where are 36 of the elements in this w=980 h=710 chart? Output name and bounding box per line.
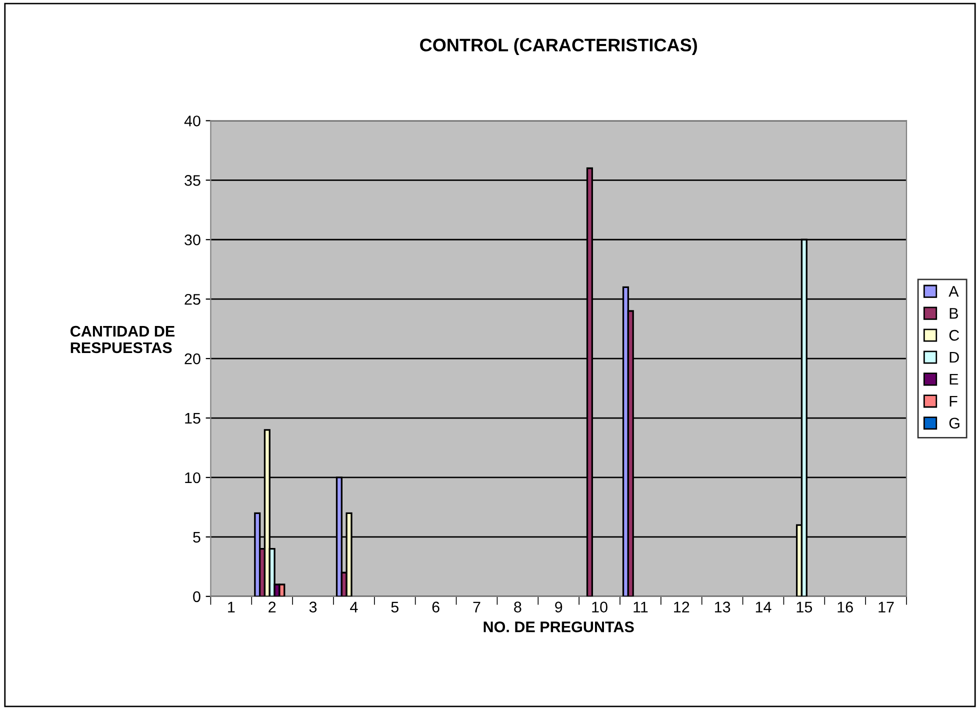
x-tick-label: 1 (228, 602, 235, 612)
x-tick-label: 8 (514, 602, 522, 612)
x-tick-label: 14 (756, 602, 772, 612)
y-tick-label: 15 (185, 413, 200, 424)
legend-label: E (950, 374, 958, 385)
x-tick-label: 4 (350, 602, 358, 612)
y-tick-label: 40 (184, 116, 200, 126)
y-tick-label: 0 (193, 591, 200, 602)
x-tick-label: 12 (674, 602, 690, 612)
legend-label: B (950, 308, 958, 319)
x-tick-label: 17 (878, 602, 894, 612)
y-tick-label: 35 (184, 175, 200, 186)
x-tick-label: 11 (634, 602, 648, 612)
x-axis-title: NO. DE PREGUNTAS (484, 621, 634, 632)
x-tick-label: 2 (268, 602, 276, 612)
legend-label: D (950, 352, 959, 363)
y-tick-label: 5 (193, 532, 200, 543)
x-tick-label: 13 (714, 602, 730, 612)
legend-label: A (948, 286, 959, 297)
y-tick-label: 10 (185, 472, 200, 484)
x-tick-label: 16 (838, 602, 853, 612)
legend-label: F (950, 396, 958, 406)
legend-label: G (949, 418, 960, 429)
y-tick-label: 30 (184, 234, 200, 246)
x-tick-label: 7 (473, 602, 480, 612)
y-tick-label: 25 (184, 294, 200, 305)
x-tick-label: 6 (432, 602, 440, 612)
y-tick-label: 20 (184, 353, 200, 364)
y-axis-title: CANTIDAD DE RESPUESTAS (70, 326, 175, 354)
legend-label: C (949, 330, 960, 341)
x-tick-label: 5 (391, 602, 398, 612)
x-tick-label: 9 (555, 602, 562, 612)
x-tick-label: 3 (309, 602, 317, 612)
x-tick-label: 10 (592, 602, 608, 612)
x-tick-label: 15 (796, 602, 812, 612)
chart-title: CONTROL (CARACTERISTICAS) (420, 38, 697, 55)
